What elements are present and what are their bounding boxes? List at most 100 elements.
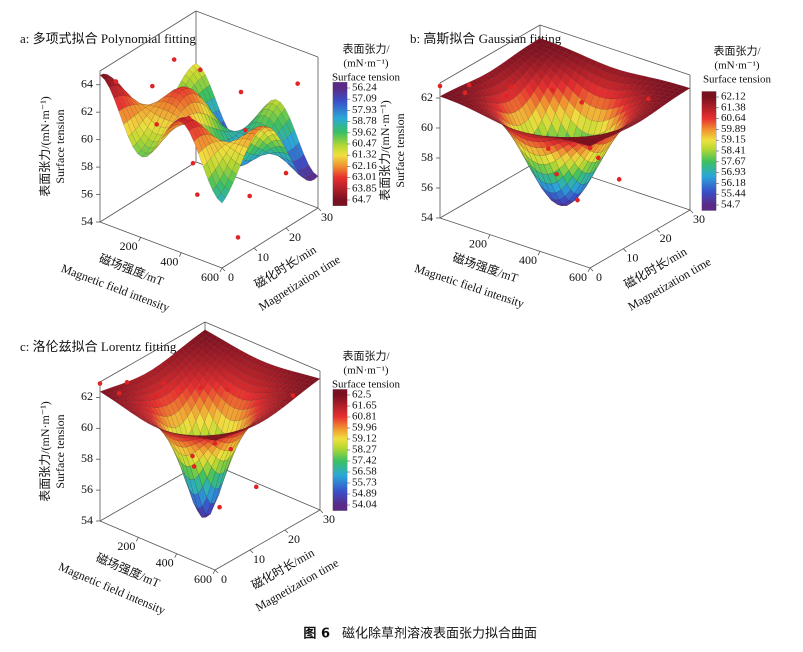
colorbar-segment (702, 142, 716, 145)
colorbar-segment (702, 117, 716, 120)
colorbar-segment (333, 436, 347, 439)
colorbar-segment (333, 480, 347, 483)
colorbar-segment (702, 184, 716, 187)
surface-patch (278, 403, 289, 408)
y-tick (317, 207, 322, 212)
data-point (646, 96, 651, 102)
colorbar-segment (702, 141, 716, 144)
colorbar-tick-label: 59.62 (352, 126, 377, 138)
y-tick-label: 0 (228, 270, 234, 284)
colorbar-segment (702, 122, 716, 125)
colorbar-segment (333, 485, 347, 488)
x-tick-label: 600 (201, 270, 219, 284)
colorbar-segment (333, 432, 347, 434)
colorbar-tick-label: 60.47 (352, 138, 377, 150)
y-tick (656, 229, 660, 233)
colorbar-segment (333, 165, 347, 167)
colorbar-segment (333, 193, 347, 195)
surface-patch (607, 132, 617, 136)
colorbar-segment (333, 155, 347, 158)
colorbar-segment (333, 425, 347, 428)
x-tick-label: 600 (194, 572, 212, 586)
colorbar-segment (333, 494, 347, 496)
colorbar-segment (333, 106, 347, 109)
colorbar-title: Surface tension (332, 379, 401, 391)
colorbar-segment (702, 148, 716, 151)
colorbar-segment (333, 426, 347, 429)
y-tick-label: 30 (693, 212, 705, 226)
colorbar-segment (702, 188, 716, 191)
colorbar-segment (333, 104, 347, 107)
colorbar-segment (333, 456, 347, 459)
colorbar-segment (333, 113, 347, 116)
panel-title: a: 多项式拟合 Polynomial fitting (20, 31, 196, 46)
z-tick-label: 58 (81, 451, 93, 465)
colorbar-tick-label: 62.5 (352, 389, 372, 401)
colorbar-segment (333, 443, 347, 445)
surface-patch (254, 420, 264, 425)
colorbar-segment (333, 95, 347, 97)
y-tick (253, 247, 258, 252)
colorbar-segment (333, 195, 347, 198)
colorbar-tick-label: 64.7 (352, 194, 372, 206)
x-tick-label: 400 (156, 555, 174, 569)
x-tick (537, 251, 541, 256)
colorbar-tick-label: 54.89 (352, 488, 377, 500)
colorbar-segment (333, 389, 347, 395)
colorbar-segment (333, 183, 347, 186)
colorbar-segment (333, 423, 347, 426)
z-tick-label: 54 (81, 214, 93, 228)
surface-patch (299, 386, 309, 392)
colorbar-segment (333, 173, 347, 176)
colorbar-segment (333, 145, 347, 148)
colorbar-segment (702, 132, 716, 134)
surface-patch (250, 423, 260, 427)
colorbar-tick-label: 59.89 (721, 123, 746, 135)
colorbar-segment (702, 151, 716, 153)
colorbar-segment (333, 190, 347, 193)
colorbar-segment (333, 454, 347, 456)
colorbar-segment (333, 169, 347, 172)
colorbar-segment (702, 98, 716, 101)
x-tick (178, 252, 182, 257)
data-point (596, 155, 601, 161)
x-tick (587, 267, 591, 273)
colorbar-segment (333, 125, 347, 128)
z-tick-label: 54 (421, 210, 433, 224)
colorbar-segment (702, 110, 716, 113)
colorbar-segment (333, 489, 347, 492)
colorbar-segment (333, 141, 347, 144)
colorbar-segment (333, 488, 347, 491)
colorbar-tick-label: 63.01 (352, 171, 377, 183)
colorbar-segment (333, 200, 347, 206)
y-tick-label: 20 (288, 532, 300, 546)
x-tick (212, 569, 216, 575)
colorbar-segment (333, 472, 347, 474)
y-tick-label: 0 (596, 270, 602, 284)
colorbar-segment (333, 142, 347, 145)
surface-patch (209, 438, 220, 441)
colorbar-segment (333, 407, 347, 410)
colorbar-segment (702, 183, 716, 186)
colorbar-segment (333, 483, 347, 485)
colorbar-segment (333, 469, 347, 472)
y-tick-label: 10 (626, 250, 638, 264)
colorbar-segment (702, 165, 716, 168)
colorbar-segment (702, 152, 716, 155)
colorbar-segment (333, 458, 347, 461)
surface-patch (226, 433, 236, 436)
colorbar-segment (333, 177, 347, 180)
colorbar-segment (702, 202, 716, 205)
surface-patch (603, 134, 614, 137)
y-tick-label: 0 (221, 572, 227, 586)
colorbar-segment (333, 176, 347, 179)
colorbar-segment (333, 430, 347, 433)
y-tick-label: 20 (660, 231, 672, 245)
colorbar-segment (333, 476, 347, 478)
colorbar-segment (333, 90, 347, 93)
colorbar-segment (702, 106, 716, 109)
colorbar-segment (333, 158, 347, 160)
z-tick-label: 58 (421, 150, 433, 164)
colorbar-segment (333, 159, 347, 162)
colorbar-segment (333, 474, 347, 477)
